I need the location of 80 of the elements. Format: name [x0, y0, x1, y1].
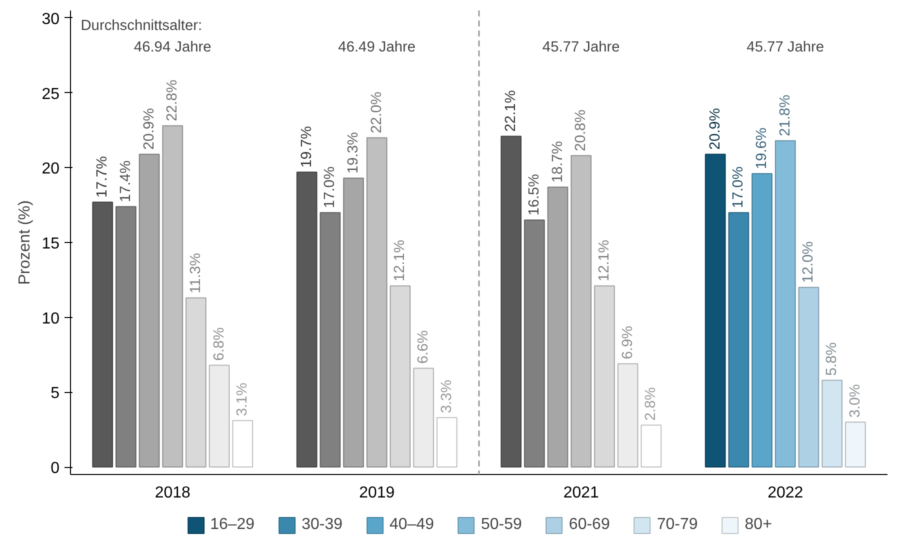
- annotation: Durchschnittsalter:: [80, 18, 202, 34]
- bar: [296, 172, 318, 468]
- data-label: 6.8%: [211, 327, 228, 361]
- bar: [822, 380, 842, 468]
- bar: [320, 212, 341, 468]
- data-label: 12.1%: [596, 240, 612, 282]
- data-label: 22.8%: [164, 80, 181, 122]
- x-tick-label: 2021: [563, 484, 600, 502]
- bar: [390, 285, 411, 468]
- data-label: 3.1%: [234, 382, 251, 416]
- data-label: 20.9%: [707, 108, 724, 150]
- annotation: 46.94 Jahre: [134, 39, 212, 56]
- bar: [594, 285, 615, 468]
- annotation: 45.77 Jahre: [542, 39, 620, 56]
- data-label: 5.8%: [824, 342, 840, 376]
- x-tick-label: 2019: [359, 484, 395, 502]
- data-label: 20.9%: [141, 108, 158, 150]
- bar: [162, 125, 184, 468]
- legend-label: 60-69: [568, 516, 610, 534]
- data-label: 21.8%: [777, 94, 794, 136]
- data-label: 17.0%: [730, 166, 747, 208]
- bar: [570, 155, 592, 468]
- bar: [366, 137, 388, 468]
- data-label: 22.0%: [368, 92, 385, 134]
- y-axis-title: Prozent (%): [16, 200, 34, 285]
- bar: [92, 202, 114, 468]
- data-label: 3.3%: [438, 380, 455, 414]
- bar: [208, 364, 230, 468]
- legend-label: 80+: [744, 516, 772, 534]
- y-tick-label: 0: [50, 460, 60, 478]
- bar: [798, 286, 820, 468]
- bar: [844, 422, 866, 468]
- bar: [232, 420, 254, 468]
- y-tick-label: 30: [42, 10, 60, 28]
- data-label: 2.8%: [643, 387, 660, 421]
- data-label: 19.7%: [298, 126, 315, 168]
- y-tick-label: 20: [42, 160, 60, 178]
- y-tick-label: 15: [42, 236, 60, 252]
- data-label: 18.7%: [550, 141, 566, 183]
- annotation: 46.49 Jahre: [338, 39, 416, 56]
- annotation: 45.77 Jahre: [746, 39, 824, 56]
- data-label: 17.0%: [322, 166, 338, 208]
- bar: [343, 178, 364, 468]
- bar: [640, 424, 662, 468]
- x-tick-label: 2022: [768, 484, 804, 502]
- bar: [436, 417, 458, 468]
- legend-label: 40–49: [390, 516, 434, 534]
- bar: [413, 368, 434, 468]
- data-label: 6.6%: [416, 330, 432, 364]
- bar: [500, 136, 522, 468]
- data-label: 22.1%: [503, 90, 520, 132]
- legend-label: 50-59: [481, 516, 522, 534]
- data-label: 16.5%: [526, 174, 542, 216]
- legend-label: 30-39: [302, 516, 343, 534]
- y-tick-label: 5: [50, 385, 60, 402]
- bar: [617, 363, 638, 468]
- x-tick-label: 2018: [154, 484, 191, 502]
- data-label: 11.3%: [188, 252, 204, 294]
- y-tick-label: 10: [42, 310, 60, 328]
- bar: [116, 206, 136, 468]
- data-label: 20.8%: [573, 110, 590, 152]
- y-tick-label: 25: [42, 86, 60, 103]
- bar: [728, 212, 750, 468]
- data-label: 19.6%: [754, 128, 770, 170]
- bar: [704, 154, 726, 468]
- bar: [774, 140, 796, 468]
- data-label: 6.9%: [620, 326, 636, 360]
- legend-label: 70-79: [656, 516, 698, 534]
- data-label: 19.3%: [346, 132, 362, 174]
- data-label: 17.7%: [94, 156, 111, 198]
- data-label: 17.4%: [118, 160, 134, 202]
- bar: [752, 173, 772, 468]
- data-label: 12.1%: [392, 240, 408, 282]
- data-label: 12.0%: [800, 241, 817, 283]
- bar: [524, 220, 545, 468]
- bar: [547, 186, 568, 468]
- bar: [138, 154, 160, 468]
- data-label: 3.0%: [847, 384, 864, 418]
- bar: [186, 297, 206, 468]
- legend-label: 16–29: [210, 516, 255, 534]
